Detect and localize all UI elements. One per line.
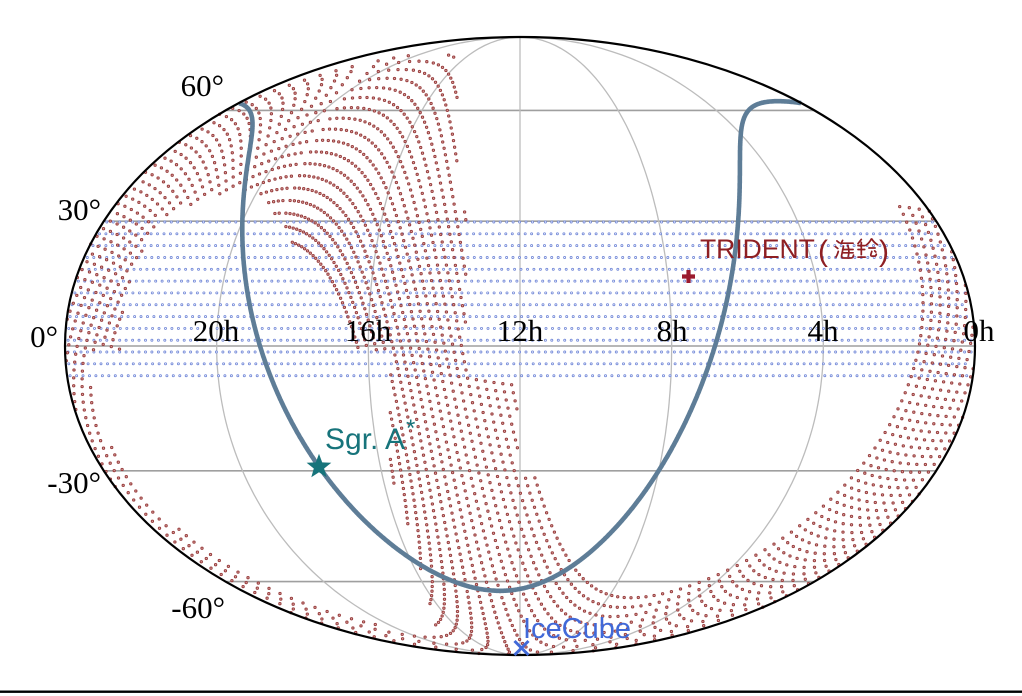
svg-text:8h: 8h [657,313,689,348]
svg-text:*: * [406,415,415,442]
svg-text:12h: 12h [497,313,544,348]
svg-text:30°: 30° [58,192,101,227]
svg-text:(: ( [818,235,828,268]
svg-text:20h: 20h [193,313,240,348]
svg-text:0h: 0h [964,313,996,348]
svg-text:-60°: -60° [171,590,225,625]
svg-text:-30°: -30° [47,465,101,500]
svg-text:0°: 0° [30,319,58,354]
svg-text:16h: 16h [345,313,392,348]
svg-text:TRIDENT: TRIDENT [700,234,815,264]
svg-text:Sgr. A: Sgr. A [325,423,405,456]
svg-text:4h: 4h [808,313,840,348]
svg-text:60°: 60° [181,68,224,103]
svg-text:): ) [879,235,889,268]
svg-text:IceCube: IceCube [523,613,631,645]
